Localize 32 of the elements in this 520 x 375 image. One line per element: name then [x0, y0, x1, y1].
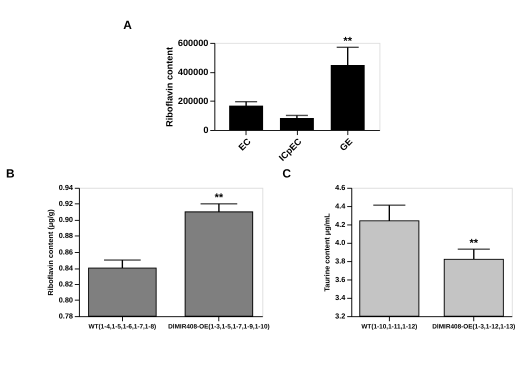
y-tick-label: 0.94	[58, 183, 74, 192]
y-tick-label: 3.4	[335, 293, 346, 302]
y-tick-label: 3.6	[335, 274, 346, 284]
y-tick-label: 0.80	[58, 295, 73, 304]
y-tick-label: 3.8	[335, 256, 346, 266]
chart-title: B	[6, 166, 15, 181]
y-tick-label: 0.92	[58, 199, 73, 208]
y-tick-label: 3.2	[335, 311, 346, 320]
y-tick-label: 4.4	[335, 201, 346, 210]
y-tick-label: 4.6	[335, 183, 346, 192]
chart-title: C	[282, 166, 292, 181]
y-axis-title: Taurine content μg/mL	[322, 212, 332, 292]
y-tick-label: 4.0	[335, 238, 346, 248]
x-tick-label: GE	[338, 136, 354, 153]
y-tick-label: 200000	[178, 96, 208, 106]
y-tick-label: 600000	[178, 38, 208, 48]
y-tick-label: 0	[203, 125, 208, 136]
y-axis-title: Riboflavin content (μg/g)	[46, 208, 56, 296]
y-tick-label: 0.84	[58, 263, 74, 272]
y-tick-label: 4.2	[335, 220, 346, 229]
y-axis-title: Riboflavin content	[164, 46, 174, 127]
chart-title: A	[123, 18, 132, 32]
annotation: **	[214, 192, 224, 204]
y-tick-label: 400000	[178, 67, 208, 78]
annotation: **	[470, 237, 479, 250]
y-tick-label: 0.82	[58, 279, 73, 288]
y-tick-label: 0.78	[58, 311, 73, 320]
x-tick-label: EC	[236, 136, 253, 153]
annotation: **	[343, 36, 353, 48]
y-tick-label: 0.90	[58, 215, 73, 224]
y-tick-label: 0.86	[58, 247, 73, 256]
y-tick-label: 0.88	[58, 231, 73, 240]
